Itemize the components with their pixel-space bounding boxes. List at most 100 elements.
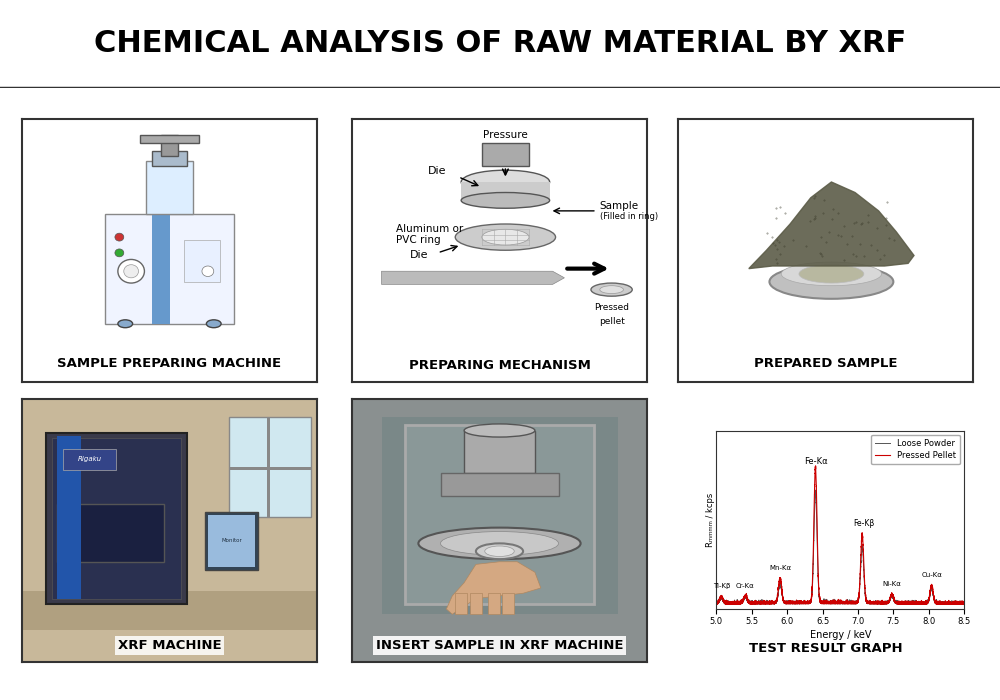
Text: Die: Die: [410, 251, 429, 260]
Bar: [228, 417, 311, 517]
Ellipse shape: [461, 170, 550, 194]
Bar: [46, 433, 187, 603]
Text: PVC ring: PVC ring: [396, 234, 441, 245]
Line: Pressed Pellet: Pressed Pellet: [716, 466, 964, 604]
Bar: [184, 239, 220, 281]
Bar: [440, 473, 558, 496]
Text: PREPARING MECHANISM: PREPARING MECHANISM: [409, 359, 590, 372]
Pressed Pellet: [800, 598, 812, 606]
Loose Powder: [956, 600, 968, 608]
Ellipse shape: [115, 249, 124, 257]
Bar: [461, 182, 550, 200]
Text: Rigaku: Rigaku: [78, 456, 102, 463]
Bar: [502, 594, 514, 615]
Ellipse shape: [202, 266, 214, 276]
Ellipse shape: [440, 531, 558, 555]
Loose Powder: [800, 599, 812, 608]
Bar: [57, 504, 164, 561]
Pressed Pellet: [894, 599, 906, 608]
Ellipse shape: [115, 233, 124, 241]
Text: (Filled in ring): (Filled in ring): [600, 211, 658, 220]
Bar: [22, 399, 317, 591]
Loose Powder: [857, 551, 869, 559]
Loose Powder: [710, 598, 722, 606]
Legend: Loose Powder, Pressed Pellet: Loose Powder, Pressed Pellet: [871, 435, 960, 464]
Pressed Pellet: [955, 600, 967, 608]
Pressed Pellet: [723, 599, 735, 608]
Ellipse shape: [206, 320, 221, 328]
Ellipse shape: [799, 265, 864, 283]
Bar: [205, 512, 258, 570]
Bar: [382, 417, 618, 615]
Loose Powder: [810, 486, 822, 494]
Ellipse shape: [476, 543, 523, 559]
Bar: [488, 594, 500, 615]
Bar: [228, 468, 311, 470]
Loose Powder: [894, 598, 906, 607]
Text: PREPARED SAMPLE: PREPARED SAMPLE: [754, 356, 897, 370]
Text: pellet: pellet: [599, 316, 625, 326]
Polygon shape: [382, 271, 564, 284]
Text: Sample: Sample: [600, 201, 639, 211]
Bar: [208, 514, 255, 567]
Bar: [152, 214, 170, 323]
Text: CHEMICAL ANALYSIS OF RAW MATERIAL BY XRF: CHEMICAL ANALYSIS OF RAW MATERIAL BY XRF: [94, 29, 906, 58]
Text: Ti-Kβ: Ti-Kβ: [713, 582, 730, 589]
Line: Loose Powder: Loose Powder: [716, 490, 964, 604]
Text: TEST RESULT GRAPH: TEST RESULT GRAPH: [749, 642, 902, 655]
Bar: [470, 594, 482, 615]
Pressed Pellet: [907, 599, 919, 608]
Bar: [405, 425, 594, 603]
Text: Pressure: Pressure: [483, 130, 528, 140]
Loose Powder: [907, 599, 919, 608]
Text: Die: Die: [428, 167, 446, 176]
Ellipse shape: [455, 224, 556, 251]
Pressed Pellet: [857, 540, 869, 548]
Bar: [267, 417, 270, 517]
Ellipse shape: [600, 286, 623, 293]
Bar: [52, 438, 181, 598]
Bar: [63, 449, 116, 470]
Text: Monitor: Monitor: [221, 538, 242, 543]
Bar: [464, 430, 535, 473]
Ellipse shape: [591, 283, 632, 296]
Text: Mn-Kα: Mn-Kα: [769, 565, 791, 571]
Ellipse shape: [118, 260, 144, 283]
Bar: [140, 134, 199, 143]
Bar: [146, 161, 193, 214]
Bar: [57, 435, 81, 598]
Bar: [482, 143, 529, 167]
Ellipse shape: [118, 320, 133, 328]
Polygon shape: [749, 182, 914, 269]
Pressed Pellet: [868, 599, 880, 608]
Bar: [105, 214, 234, 323]
Text: Cr-Kα: Cr-Kα: [736, 582, 755, 589]
Bar: [22, 591, 317, 630]
Ellipse shape: [769, 265, 893, 299]
Text: Cu-Kα: Cu-Kα: [921, 572, 942, 578]
Text: Ni-Kα: Ni-Kα: [882, 582, 901, 587]
Text: Fe-Kα: Fe-Kα: [804, 456, 827, 466]
Pressed Pellet: [810, 462, 822, 470]
Ellipse shape: [464, 424, 535, 437]
Text: INSERT SAMPLE IN XRF MACHINE: INSERT SAMPLE IN XRF MACHINE: [376, 639, 623, 652]
Ellipse shape: [485, 546, 514, 556]
Ellipse shape: [461, 193, 550, 209]
Bar: [455, 594, 467, 615]
X-axis label: Energy / keV: Energy / keV: [810, 630, 871, 640]
Text: Pressed: Pressed: [594, 304, 629, 312]
Bar: [152, 150, 187, 167]
Ellipse shape: [781, 262, 882, 286]
Pressed Pellet: [958, 599, 970, 608]
Text: SAMPLE PREPARING MACHINE: SAMPLE PREPARING MACHINE: [57, 356, 282, 370]
Pressed Pellet: [710, 599, 722, 608]
Text: Fe-Kβ: Fe-Kβ: [853, 519, 874, 528]
Y-axis label: Rₘₘₘₘ / kcps: Rₘₘₘₘ / kcps: [706, 493, 715, 547]
Loose Powder: [958, 598, 970, 607]
Text: XRF MACHINE: XRF MACHINE: [118, 639, 221, 652]
Ellipse shape: [124, 265, 139, 278]
Ellipse shape: [418, 528, 581, 559]
Ellipse shape: [482, 230, 529, 245]
Polygon shape: [446, 561, 541, 615]
Loose Powder: [868, 597, 880, 606]
